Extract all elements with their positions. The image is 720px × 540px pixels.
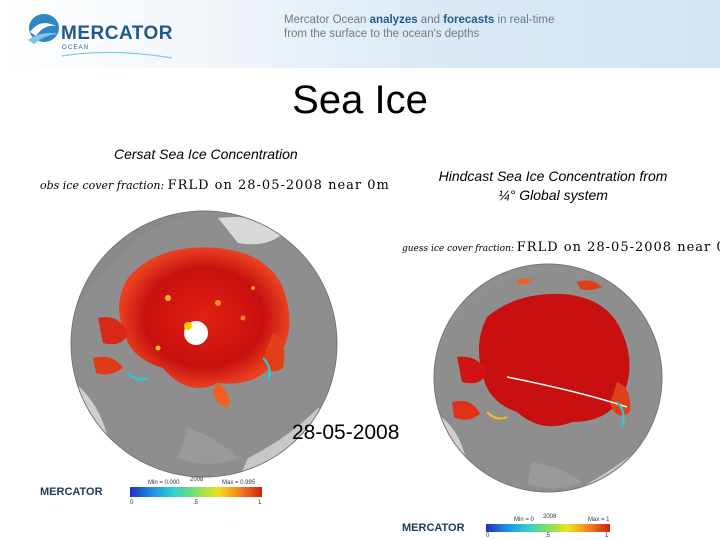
tagline-line1: Mercator Ocean analyzes and forecasts in… bbox=[284, 14, 555, 26]
left-plot-title: obs ice cover fraction: FRLD on 28-05-20… bbox=[40, 178, 390, 193]
right-colorbar-tick-mid: .5 bbox=[545, 533, 551, 539]
logo-title: MERCATOR bbox=[61, 23, 174, 44]
right-sea-ice-map bbox=[433, 263, 663, 493]
right-caption: Hindcast Sea Ice Concentration from ¼° G… bbox=[438, 168, 668, 203]
right-colorbar-max: Max = 1 bbox=[588, 517, 610, 523]
left-mercator-logo: MERCATOR bbox=[40, 486, 103, 498]
right-colorbar-tick-1: 1 bbox=[605, 533, 609, 539]
date-label: 28-05-2008 bbox=[292, 421, 400, 444]
tagline-line2: from the surface to the ocean's depths bbox=[284, 28, 480, 40]
slide-title: Sea Ice bbox=[292, 78, 428, 122]
right-colorbar-min: Min = 0 bbox=[514, 517, 534, 523]
header-banner: MERCATOR OCEAN Mercator Ocean analyzes a… bbox=[0, 0, 720, 68]
wave-logo-icon bbox=[28, 14, 173, 59]
left-colorbar-max: Max = 0.995 bbox=[222, 480, 256, 486]
right-mercator-logo: MERCATOR bbox=[402, 522, 465, 534]
left-caption: Cersat Sea Ice Concentration bbox=[114, 146, 298, 162]
left-colorbar-tick-mid: .5 bbox=[193, 500, 199, 506]
right-colorbar-year: 2008 bbox=[543, 514, 557, 520]
left-colorbar-year: 2008 bbox=[190, 477, 204, 483]
logo-subtitle: OCEAN bbox=[62, 45, 90, 51]
right-colorbar bbox=[486, 524, 610, 532]
left-colorbar bbox=[130, 487, 262, 497]
left-sea-ice-map bbox=[70, 210, 338, 478]
right-plot-title: guess ice cover fraction: FRLD on 28-05-… bbox=[402, 240, 720, 255]
mercator-logo[interactable]: MERCATOR OCEAN bbox=[22, 4, 174, 62]
right-colorbar-tick-0: 0 bbox=[486, 533, 490, 539]
left-colorbar-tick-1: 1 bbox=[258, 500, 262, 506]
left-colorbar-min: Min = 0.000 bbox=[148, 480, 180, 486]
left-colorbar-tick-0: 0 bbox=[130, 500, 134, 506]
